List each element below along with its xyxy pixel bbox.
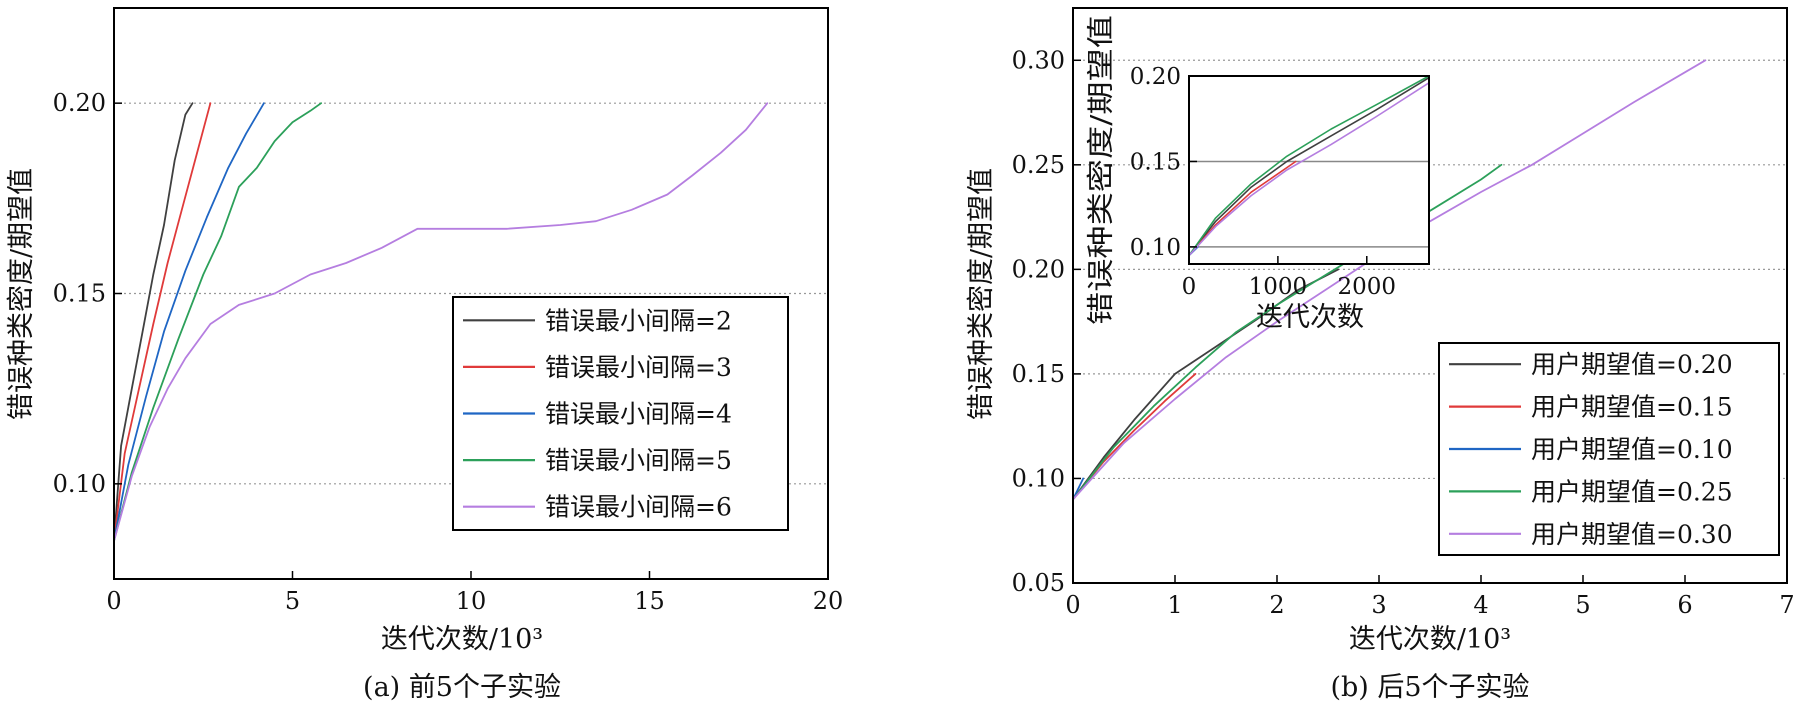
series-line-2 bbox=[113, 102, 212, 542]
y-tick-label: 0.15 bbox=[1012, 360, 1065, 388]
x-tick-label: 1 bbox=[1167, 591, 1182, 619]
legend-b: 用户期望值=0.20 用户期望值=0.15 用户期望值=0.10 用户期望值=0.25… bbox=[1438, 342, 1780, 556]
x-tick-label: 2 bbox=[1269, 591, 1284, 619]
x-axis-title-b: 迭代次数/10³ bbox=[1349, 624, 1511, 655]
series-line-2 bbox=[1072, 372, 1197, 501]
series-line-1 bbox=[1188, 76, 1430, 257]
y-tick-label: 0.15 bbox=[1130, 149, 1181, 175]
x-axis-title-a: 迭代次数/10³ bbox=[381, 624, 543, 655]
series-line-4 bbox=[113, 102, 323, 542]
x-tick-label: 3 bbox=[1371, 591, 1386, 619]
y-tick-label: 0.20 bbox=[53, 89, 106, 117]
inset-background bbox=[1189, 76, 1429, 264]
series-line-4 bbox=[1072, 163, 1503, 501]
series-line-5 bbox=[1188, 82, 1430, 257]
series-line-1 bbox=[113, 102, 194, 542]
x-tick-label: 0 bbox=[106, 587, 121, 615]
plot-frame-b bbox=[1072, 7, 1788, 584]
x-tick-label: 10 bbox=[456, 587, 487, 615]
legend-label: 错误最小间隔=3 bbox=[545, 353, 732, 382]
inset-chart: 0.10 0.15 0.20 0 1000 2000 迭代次数 错误种类密度/期望值 bbox=[1086, 15, 1430, 333]
caption-a: (a) 前5个子实验 bbox=[363, 672, 561, 703]
x-tick-label: 0 bbox=[1065, 591, 1080, 619]
series-line-1 bbox=[1072, 268, 1340, 501]
inset-y-axis-title: 错误种类密度/期望值 bbox=[1086, 15, 1117, 325]
x-tick-label: 5 bbox=[285, 587, 300, 615]
x-tick-label: 4 bbox=[1473, 591, 1488, 619]
legend-label: 用户期望值=0.15 bbox=[1531, 393, 1733, 422]
caption-b: (b) 后5个子实验 bbox=[1330, 672, 1529, 703]
ticks-a: 0.10 0.15 0.20 0 5 10 15 20 bbox=[53, 89, 844, 615]
inset-lines bbox=[1188, 75, 1430, 257]
legend-label: 错误最小间隔=4 bbox=[545, 400, 732, 429]
x-tick-label: 1000 bbox=[1249, 274, 1308, 300]
x-tick-label: 20 bbox=[813, 587, 844, 615]
y-tick-label: 0.20 bbox=[1130, 64, 1181, 90]
x-tick-label: 15 bbox=[634, 587, 665, 615]
lines-a bbox=[113, 102, 769, 542]
inset-x-axis-title: 迭代次数 bbox=[1256, 302, 1364, 333]
x-tick-label: 2000 bbox=[1338, 274, 1397, 300]
y-axis-title-b: 错误种类密度/期望值 bbox=[966, 168, 997, 420]
y-tick-label: 0.20 bbox=[1012, 255, 1065, 283]
y-tick-label: 0.30 bbox=[1012, 46, 1065, 74]
ticks-b: 0.05 0.10 0.15 0.20 0.25 0.30 0 1 2 3 4 5 6 7 bbox=[1012, 46, 1795, 619]
x-tick-label: 5 bbox=[1575, 591, 1590, 619]
inset-ticks: 0.10 0.15 0.20 0 1000 2000 bbox=[1130, 64, 1396, 300]
y-tick-label: 0.10 bbox=[53, 470, 106, 498]
series-line-3 bbox=[113, 102, 265, 542]
y-tick-label: 0.10 bbox=[1012, 464, 1065, 492]
y-tick-label: 0.05 bbox=[1012, 569, 1065, 597]
x-tick-label: 6 bbox=[1677, 591, 1692, 619]
legend-label: 用户期望值=0.25 bbox=[1531, 477, 1733, 506]
panel-a: 0.10 0.15 0.20 0 5 10 15 20 迭代次数/10³ 错误种类密度/期望值… bbox=[6, 7, 844, 703]
legend-label: 用户期望值=0.20 bbox=[1531, 350, 1733, 379]
y-tick-label: 0.25 bbox=[1012, 151, 1065, 179]
y-axis-title-a: 错误种类密度/期望值 bbox=[6, 168, 37, 420]
legend-box bbox=[1438, 342, 1780, 556]
legend-label: 用户期望值=0.10 bbox=[1531, 435, 1733, 464]
legend-label: 错误最小间隔=5 bbox=[545, 446, 732, 475]
series-line-5 bbox=[113, 102, 769, 542]
series-line-4 bbox=[1188, 75, 1430, 257]
inset-frame bbox=[1188, 75, 1430, 265]
legend-label: 错误最小间隔=6 bbox=[545, 493, 732, 522]
legend-label: 错误最小间隔=2 bbox=[545, 306, 732, 335]
x-tick-label: 7 bbox=[1779, 591, 1794, 619]
x-tick-label: 0 bbox=[1182, 274, 1197, 300]
y-tick-label: 0.10 bbox=[1130, 235, 1181, 261]
panel-b: 0.05 0.10 0.15 0.20 0.25 0.30 0 1 2 3 4 5 6 7 迭代次数/10… bbox=[966, 7, 1795, 703]
y-tick-label: 0.15 bbox=[53, 280, 106, 308]
legend-label: 用户期望值=0.30 bbox=[1531, 520, 1733, 549]
legend-a: 错误最小间隔=2 错误最小间隔=3 错误最小间隔=4 错误最小间隔=5 错误最小间隔=6 bbox=[452, 296, 789, 531]
